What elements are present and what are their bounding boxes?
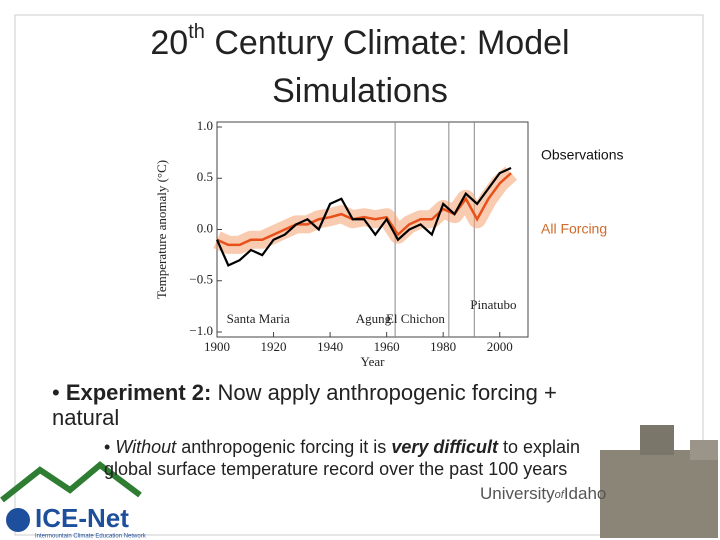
title-line: 20th Century Climate: Model xyxy=(150,21,569,62)
bullet-run: Now apply anthropogenic forcing + natura… xyxy=(52,380,557,430)
x-tick-label: 1980 xyxy=(430,339,456,354)
title-rest: Simulations xyxy=(272,72,448,110)
of-word: of xyxy=(555,489,565,501)
bullet-dot: • xyxy=(104,437,116,457)
volcano-label: Agung xyxy=(356,311,392,326)
bullet-run: to explain global surface temperature re… xyxy=(104,437,581,479)
y-tick-label: 1.0 xyxy=(197,118,213,133)
bullet: • Experiment 2: Now apply anthropogenic … xyxy=(52,380,622,430)
x-tick-label: 1940 xyxy=(317,339,343,354)
building-photo xyxy=(600,425,718,538)
y-tick-label: 0.5 xyxy=(197,169,213,184)
y-tick-label: −0.5 xyxy=(189,272,213,287)
x-tick-label: 1920 xyxy=(261,339,287,354)
logo-subtext: Intermountain Climate Education Network xyxy=(35,534,147,540)
logo-snowflake xyxy=(6,508,30,532)
university-name: UniversityofIdaho xyxy=(480,484,606,503)
x-tick-label: 1960 xyxy=(374,339,400,354)
x-axis-label: Year xyxy=(361,354,386,369)
bullets: • Experiment 2: Now apply anthropogenic … xyxy=(52,380,622,480)
logo-text: ICE-Net xyxy=(35,503,129,533)
series-line xyxy=(216,172,512,247)
idaho-word: Idaho xyxy=(564,484,607,503)
bullet-run: Without xyxy=(115,437,177,457)
legend-label: All Forcing xyxy=(541,221,607,237)
volcano-label: El Chichon xyxy=(386,311,445,326)
volcano-label: Santa Maria xyxy=(227,311,290,326)
x-tick-label: 1900 xyxy=(204,339,230,354)
bullet-run: Experiment 2: xyxy=(65,380,212,405)
bullet-run: very difficult xyxy=(391,437,499,457)
title-rest-first: Century Climate: Model xyxy=(205,24,570,62)
bullet-run: anthropogenic forcing it is xyxy=(176,437,392,457)
title-sup: th xyxy=(188,21,205,43)
y-axis-label: Temperature anomaly (°C) xyxy=(154,160,169,299)
logo-mountains xyxy=(0,461,142,503)
volcano-label: Pinatubo xyxy=(470,297,516,312)
y-tick-label: −1.0 xyxy=(189,323,213,338)
slide-border xyxy=(14,14,704,536)
university-word: University xyxy=(480,484,555,503)
title-base: 20 xyxy=(150,24,188,62)
bullet-dot: • xyxy=(52,380,66,405)
y-tick-label: 0.0 xyxy=(197,220,213,235)
legend-label: Observations xyxy=(541,147,623,163)
sub-bullet: • Without anthropogenic forcing it is ve… xyxy=(104,436,622,480)
x-tick-label: 2000 xyxy=(487,339,513,354)
series-line xyxy=(215,166,512,267)
ensemble-halo xyxy=(213,166,518,254)
